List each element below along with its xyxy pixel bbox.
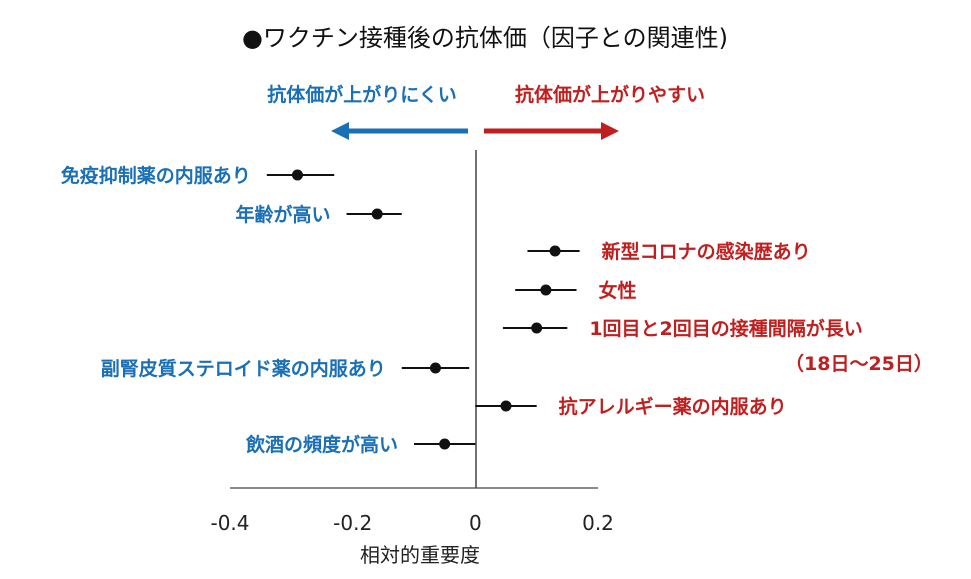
point-estimate — [429, 362, 441, 374]
factor-row: 抗アレルギー薬の内服あり — [475, 395, 787, 418]
point-estimate — [531, 322, 543, 334]
factor-row: 副腎皮質ステロイド薬の内服あり — [101, 357, 470, 380]
x-tick-label: -0.2 — [333, 511, 372, 535]
point-estimate — [500, 400, 512, 412]
x-axis-label: 相対的重要度 — [360, 543, 480, 567]
factor-label: 免疫抑制薬の内服あり — [61, 164, 251, 187]
factor-row: 女性 — [515, 279, 637, 302]
point-estimate — [549, 245, 561, 257]
factor-row: 年齢が高い — [236, 203, 402, 226]
factor-row: 免疫抑制薬の内服あり — [61, 164, 335, 187]
point-estimate — [371, 208, 383, 220]
point-estimate — [439, 438, 451, 450]
direction-arrow-left — [331, 122, 468, 140]
factor-label: 新型コロナの感染歴あり — [602, 240, 811, 263]
x-tick-label: 0 — [469, 511, 482, 535]
factor-label: 副腎皮質ステロイド薬の内服あり — [101, 357, 386, 380]
chart-title: ●ワクチン接種後の抗体価（因子との関連性) — [242, 24, 728, 52]
direction-label-right: 抗体価が上がりやすい — [515, 83, 705, 106]
factor-row: 新型コロナの感染歴あり — [527, 240, 811, 263]
factor-label: 年齢が高い — [236, 203, 331, 226]
factor-label: 飲酒の頻度が高い — [245, 433, 398, 456]
factor-label: 抗アレルギー薬の内服あり — [559, 395, 787, 418]
factor-row: 飲酒の頻度が高い — [245, 433, 476, 456]
x-tick-label: 0.2 — [582, 511, 614, 535]
direction-label-left: 抗体価が上がりにくい — [267, 83, 457, 106]
direction-arrow-right — [484, 122, 619, 140]
factor-label: 1回目と2回目の接種間隔が長い — [589, 317, 862, 340]
factor-sublabel: （18日～25日） — [785, 352, 933, 375]
factor-label: 女性 — [599, 279, 637, 302]
point-estimate — [540, 284, 552, 296]
point-estimate — [291, 169, 303, 181]
x-tick-label: -0.4 — [210, 511, 249, 535]
factor-row: 1回目と2回目の接種間隔が長い （18日～25日） — [502, 317, 933, 375]
